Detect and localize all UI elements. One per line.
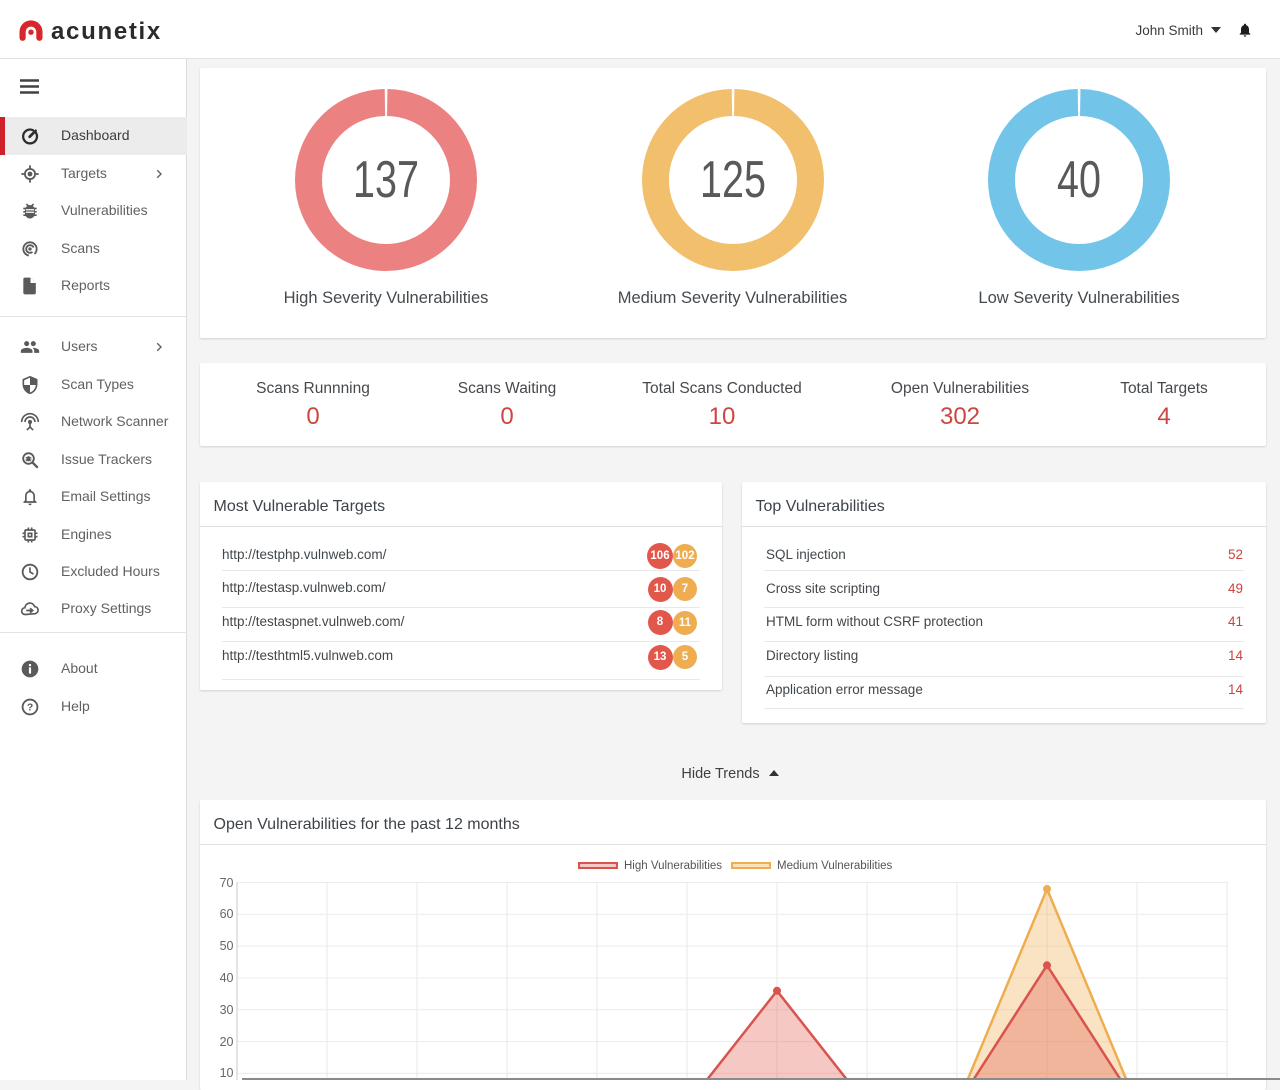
svg-text:?: ? xyxy=(27,702,33,713)
